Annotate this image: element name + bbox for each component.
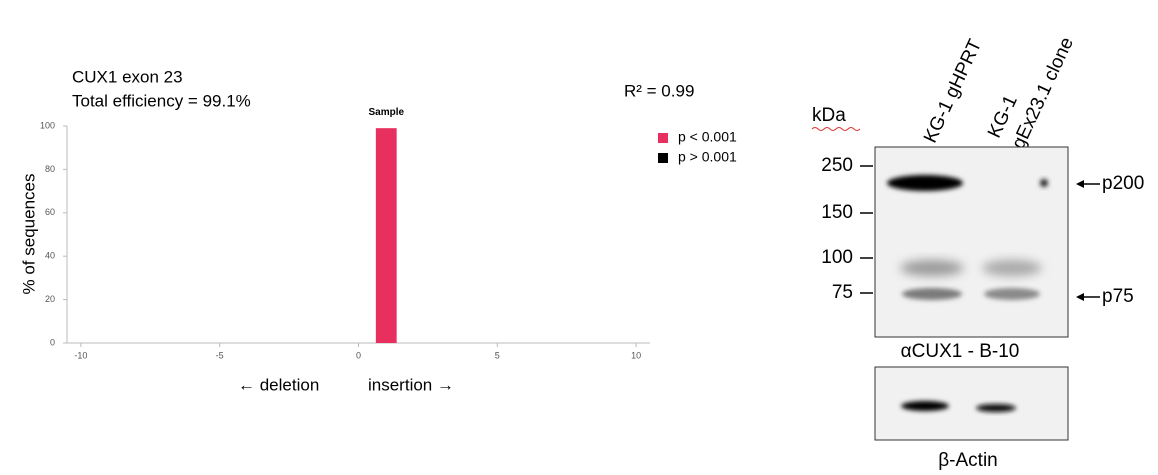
band — [902, 288, 962, 300]
y-tick-label: 60 — [45, 207, 55, 217]
y-tick-label: 100 — [40, 120, 55, 130]
marker-label: 75 — [832, 282, 853, 303]
band — [976, 404, 1016, 412]
legend-swatch — [658, 153, 668, 163]
x-tick-label: 10 — [631, 350, 641, 360]
band — [984, 288, 1040, 300]
panel-label: αCUX1 - B-10 — [901, 341, 1020, 362]
band — [901, 401, 949, 411]
arrow-label: p200 — [1102, 173, 1144, 194]
x-tick-label: 5 — [495, 350, 500, 360]
y-tick-label: 0 — [50, 337, 55, 347]
panel-label: β-Actin — [938, 450, 998, 471]
band — [982, 260, 1042, 276]
band — [887, 175, 963, 191]
marker-label: 250 — [821, 155, 853, 176]
x-tick-label: -10 — [74, 350, 87, 360]
chart-title: CUX1 exon 23 — [72, 67, 183, 86]
legend-label: p > 0.001 — [678, 149, 737, 165]
blot-panel — [875, 367, 1068, 440]
y-tick-label: 20 — [45, 294, 55, 304]
chart-subtitle: Total efficiency = 99.1% — [72, 91, 251, 110]
legend-swatch — [658, 133, 668, 143]
band — [900, 260, 964, 276]
x-tick-label: 0 — [356, 350, 361, 360]
y-tick-label: 40 — [45, 251, 55, 261]
figure: CUX1 exon 23 Total efficiency = 99.1% R²… — [0, 0, 1158, 475]
lane-label: KG-1 gHPRT — [920, 36, 986, 146]
band — [1040, 179, 1048, 187]
y-tick-label: 80 — [45, 164, 55, 174]
legend-label: p < 0.001 — [678, 129, 737, 145]
x-axis-label: ← deletion — [238, 375, 319, 394]
x-tick-label: -5 — [216, 350, 224, 360]
kda-label: kDa — [812, 105, 846, 126]
x-axis-label: insertion → — [368, 375, 454, 394]
blot: kDa KG-1 gHPRT KG-1 gEx23.1 clone 250 15… — [812, 34, 1144, 471]
arrow-label: p75 — [1102, 286, 1134, 307]
marker-label: 100 — [821, 247, 853, 268]
bar-label: Sample — [368, 107, 404, 118]
lane-label: gEx23.1 clone — [1008, 34, 1078, 152]
marker-label: 150 — [821, 202, 853, 223]
blot-panel — [875, 147, 1068, 337]
annotation: R² = 0.99 — [624, 81, 694, 100]
y-axis-label: % of sequences — [19, 174, 38, 295]
underline — [812, 128, 860, 131]
arrowheads — [1076, 180, 1084, 301]
bar — [376, 128, 397, 343]
